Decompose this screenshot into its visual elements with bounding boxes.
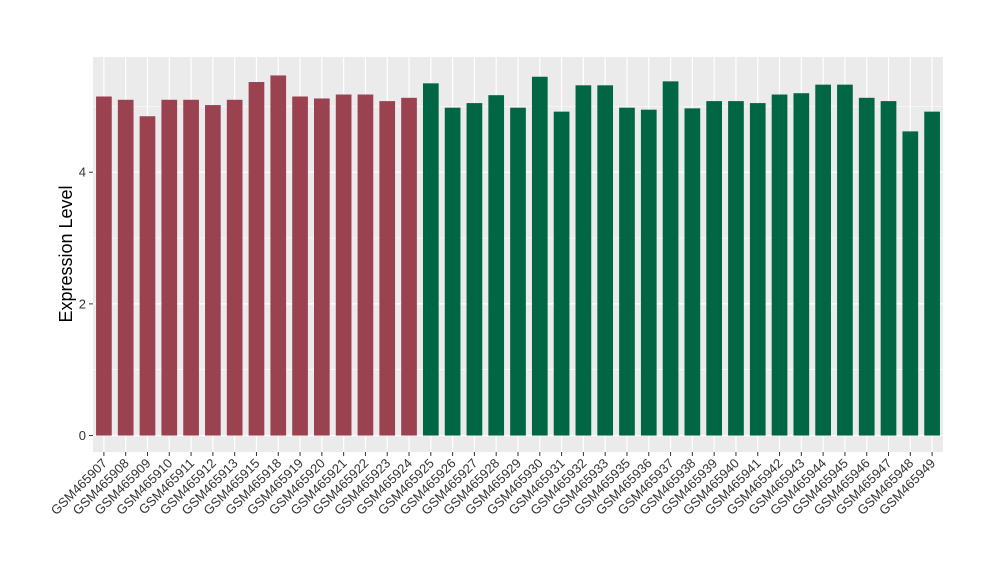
y-axis-title: Expression Level [56, 185, 76, 322]
bar-GSM465930 [531, 76, 548, 436]
bar-GSM465941 [749, 103, 766, 436]
bar-GSM465911 [183, 99, 199, 436]
y-axis: 0 2 4 [79, 165, 93, 443]
bar-GSM465912 [205, 105, 221, 436]
bar-GSM465940 [728, 101, 744, 436]
bar-GSM465945 [837, 84, 853, 436]
bar-GSM465927 [466, 103, 483, 436]
bar-GSM465924 [401, 97, 417, 436]
bar-GSM465937 [662, 81, 679, 436]
y-tick-label: 0 [79, 428, 86, 443]
bar-GSM465932 [575, 85, 592, 436]
bar-GSM465913 [226, 99, 243, 436]
bar-GSM465935 [619, 107, 635, 436]
bar-GSM465931 [553, 111, 570, 436]
y-tick-label: 2 [79, 296, 86, 311]
bar-GSM465929 [510, 107, 526, 436]
bar-GSM465949 [924, 111, 940, 436]
bar-GSM465944 [815, 84, 831, 436]
bar-GSM465925 [422, 83, 439, 436]
bar-GSM465918 [270, 75, 287, 436]
bar-GSM465908 [117, 99, 134, 436]
y-tick-label: 4 [79, 165, 86, 180]
bar-GSM465939 [706, 101, 722, 436]
bar-GSM465936 [640, 109, 657, 436]
bars [96, 75, 940, 436]
bar-GSM465947 [880, 101, 897, 436]
bar-GSM465948 [902, 131, 919, 436]
bar-GSM465923 [379, 101, 396, 436]
bar-GSM465919 [292, 96, 308, 436]
bar-GSM465946 [858, 97, 875, 436]
bar-GSM465938 [684, 108, 701, 436]
bar-GSM465922 [357, 94, 374, 436]
bar-GSM465921 [335, 94, 352, 436]
bar-GSM465943 [793, 93, 810, 436]
bar-GSM465907 [96, 96, 112, 436]
bar-GSM465910 [161, 99, 178, 436]
bar-GSM465909 [139, 116, 156, 436]
bar-GSM465928 [488, 95, 505, 436]
x-axis: GSM465907GSM465908GSM465909GSM465910GSM4… [48, 452, 938, 518]
bar-GSM465926 [444, 107, 461, 436]
bar-GSM465933 [597, 85, 614, 436]
bar-GSM465920 [314, 98, 330, 436]
bar-GSM465915 [248, 82, 265, 436]
bar-GSM465942 [771, 94, 788, 436]
